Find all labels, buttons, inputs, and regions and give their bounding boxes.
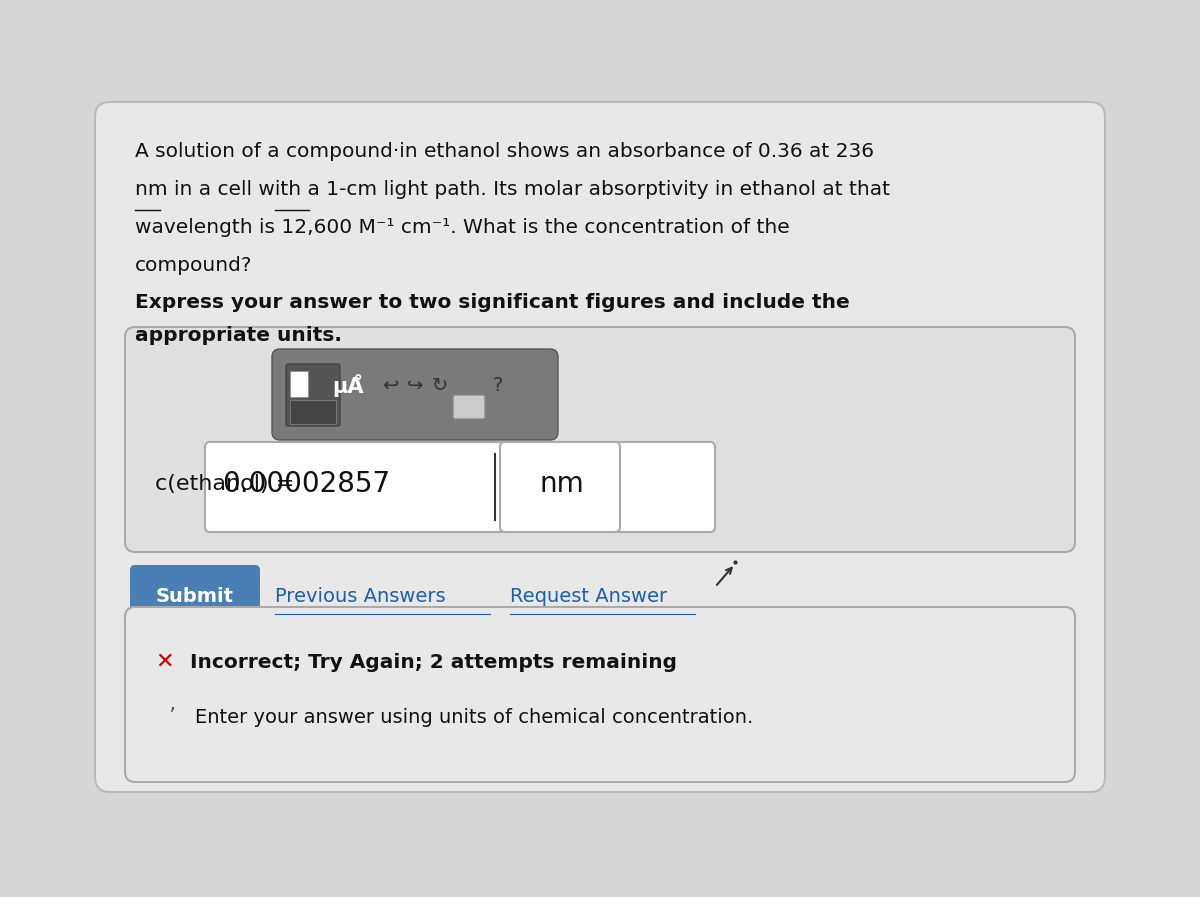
FancyBboxPatch shape (290, 371, 308, 397)
FancyBboxPatch shape (205, 442, 715, 532)
Text: nm in a cell with a 1-cm light path. Its molar absorptivity in ethanol at that: nm in a cell with a 1-cm light path. Its… (134, 180, 890, 199)
Text: c(ethanol) =: c(ethanol) = (155, 474, 294, 494)
Text: Incorrect; Try Again; 2 attempts remaining: Incorrect; Try Again; 2 attempts remaini… (190, 652, 677, 672)
Text: ↪: ↪ (407, 376, 424, 395)
Text: A solution of a compound·in ethanol shows an absorbance of 0.36 at 236: A solution of a compound·in ethanol show… (134, 142, 874, 161)
Text: ↩: ↩ (382, 376, 398, 395)
Text: ?: ? (493, 376, 503, 395)
Text: compound?: compound? (134, 256, 252, 275)
Text: wavelength is 12,600 M⁻¹ cm⁻¹. What is the concentration of the: wavelength is 12,600 M⁻¹ cm⁻¹. What is t… (134, 218, 790, 237)
FancyBboxPatch shape (125, 607, 1075, 782)
FancyBboxPatch shape (454, 395, 485, 419)
FancyBboxPatch shape (130, 565, 260, 627)
Text: 0.00002857: 0.00002857 (222, 470, 390, 498)
Text: Request Answer: Request Answer (510, 587, 667, 605)
Text: Express your answer to two significant figures and include the: Express your answer to two significant f… (134, 292, 850, 312)
Text: ↻: ↻ (432, 376, 448, 395)
Text: nm: nm (540, 470, 584, 498)
Text: μÅ: μÅ (332, 373, 364, 396)
Text: Previous Answers: Previous Answers (275, 587, 445, 605)
Text: ’: ’ (168, 707, 175, 727)
FancyBboxPatch shape (500, 442, 620, 532)
FancyBboxPatch shape (290, 400, 336, 424)
FancyBboxPatch shape (95, 102, 1105, 792)
FancyBboxPatch shape (125, 327, 1075, 552)
Text: appropriate units.: appropriate units. (134, 326, 342, 344)
Text: Enter your answer using units of chemical concentration.: Enter your answer using units of chemica… (194, 708, 754, 727)
FancyBboxPatch shape (286, 364, 340, 426)
Text: Submit: Submit (156, 587, 234, 605)
FancyBboxPatch shape (272, 349, 558, 440)
Text: ✕: ✕ (156, 652, 174, 672)
